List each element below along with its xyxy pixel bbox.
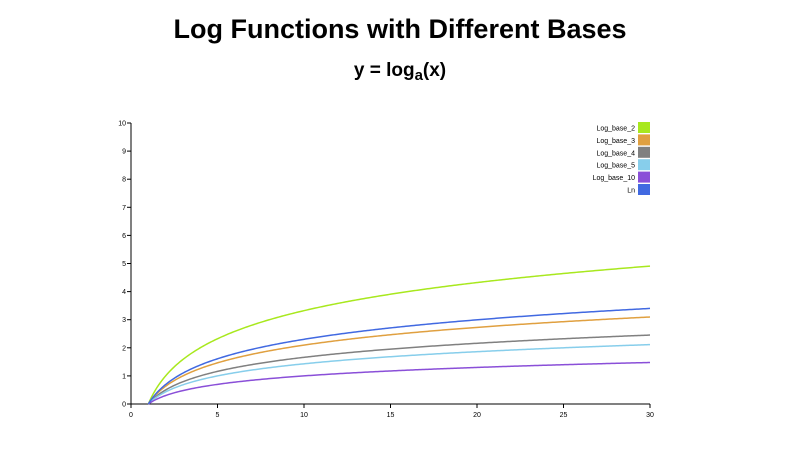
y-tick-label: 4 [122,289,126,296]
series-line-log-base-4 [147,334,651,405]
legend-swatch [638,134,650,146]
chart-subtitle: y = loga(x) [0,60,800,84]
series-line-log-base-5 [147,343,651,405]
legend-label: Log_base_10 [593,175,636,182]
legend-label: Log_base_4 [596,150,635,157]
y-tick-label: 1 [122,373,126,380]
legend: Log_base_2 Log_base_3 Log_base_4 Log_base_5… [593,122,650,195]
legend-label: Log_base_2 [596,126,635,133]
series-line-ln [147,307,651,405]
x-tick-label: 30 [646,412,654,419]
legend-swatch [638,159,650,171]
series-line-log-base-3 [147,316,651,405]
legend-swatch [638,184,650,195]
legend-label: Ln [627,188,635,195]
legend-swatch [638,146,650,158]
y-tick-label: 6 [122,233,126,240]
legend-label: Log_base_5 [596,163,635,170]
series-line-log-base-10 [147,361,651,405]
y-tick-label: 2 [122,345,126,352]
legend-swatch [638,122,650,133]
y-tick-label: 8 [122,177,126,184]
y-tick-label: 10 [118,121,126,128]
legend-swatch [638,171,650,183]
y-tick-label: 5 [122,261,126,268]
x-tick-label: 20 [473,412,481,419]
series-lines [147,265,651,405]
y-tick-label: 3 [122,317,126,324]
x-tick-label: 10 [300,412,308,419]
y-tick-label: 7 [122,205,126,212]
y-tick-label: 9 [122,149,126,156]
chart-title: Log Functions with Different Bases [173,14,627,44]
axes: 0 5 10 15 20 25 30 0 1 2 3 4 5 6 7 8 9 10 [118,121,654,420]
x-tick-label: 15 [387,412,395,419]
subtitle-subscript: a [414,67,423,84]
subtitle-prefix: y = log [353,60,415,81]
y-tick-label: 0 [122,402,126,409]
legend-label: Log_base_3 [596,138,635,145]
series-line-log-base-2 [147,265,651,405]
x-tick-label: 5 [216,412,220,419]
subtitle-suffix: (x) [422,60,447,81]
x-tick-label: 25 [560,412,568,419]
x-tick-label: 0 [129,412,133,419]
